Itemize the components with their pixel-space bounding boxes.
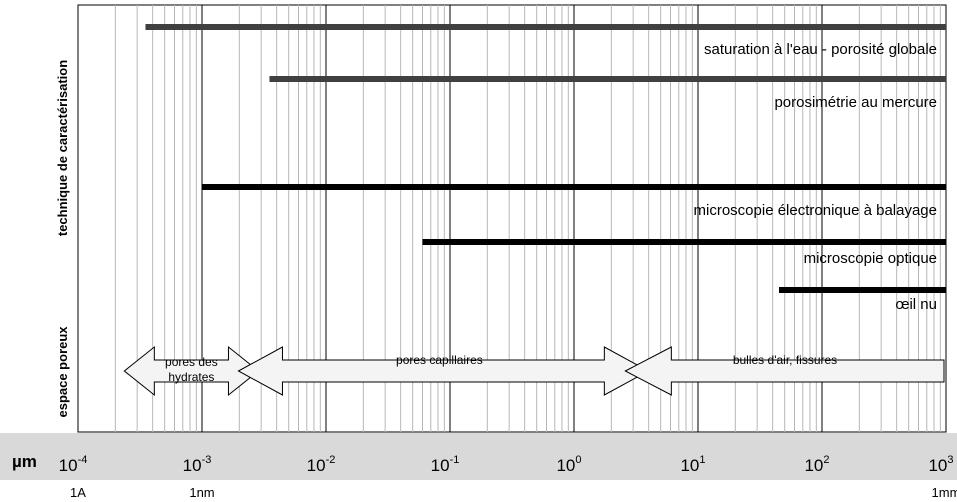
x-unit-label: µm xyxy=(12,452,37,471)
technique-bar xyxy=(778,287,946,293)
y-section-label-technique: technique de caractérisation xyxy=(55,60,70,236)
x-sub-label: 1nm xyxy=(189,485,214,500)
technique-bars: saturation à l'eau - porosité globale por… xyxy=(145,24,947,313)
axis-band xyxy=(0,433,957,480)
x-tick-label: 10-4 xyxy=(59,454,88,475)
x-tick-label: 10-3 xyxy=(183,454,212,475)
pore-arrow-label: pores capillaires xyxy=(396,353,483,367)
y-section-label-espace: espace poreux xyxy=(55,326,70,418)
x-tick-label: 102 xyxy=(804,454,829,475)
technique-bar xyxy=(269,76,946,82)
x-tick-label: 103 xyxy=(928,454,953,475)
pore-arrow xyxy=(624,346,945,396)
technique-label: porosimétrie au mercure xyxy=(774,94,937,111)
x-tick-label: 101 xyxy=(680,454,705,475)
x-sub-label: 1A xyxy=(70,485,86,500)
technique-label: saturation à l'eau - porosité globale xyxy=(704,41,937,58)
pore-arrow-label: bulles d'air, fissures xyxy=(733,353,837,367)
x-tick-label: 100 xyxy=(556,454,581,475)
technique-bar xyxy=(422,239,947,245)
technique-label: microscopie électronique à balayage xyxy=(694,202,937,219)
technique-bar xyxy=(145,24,947,30)
x-axis: 10-4 10-3 10-2 10-1 100 101 102 103 1A 1nm 1mm xyxy=(59,454,957,500)
x-sub-label: 1mm xyxy=(932,485,957,500)
technique-label: œil nu xyxy=(895,296,937,313)
x-tick-label: 10-2 xyxy=(307,454,336,475)
x-tick-label: 10-1 xyxy=(431,454,460,475)
technique-bar xyxy=(202,184,946,190)
pore-arrow-label: hydrates xyxy=(168,370,214,384)
technique-label: microscopie optique xyxy=(804,250,937,267)
pore-arrow-label: pores des xyxy=(165,355,218,369)
